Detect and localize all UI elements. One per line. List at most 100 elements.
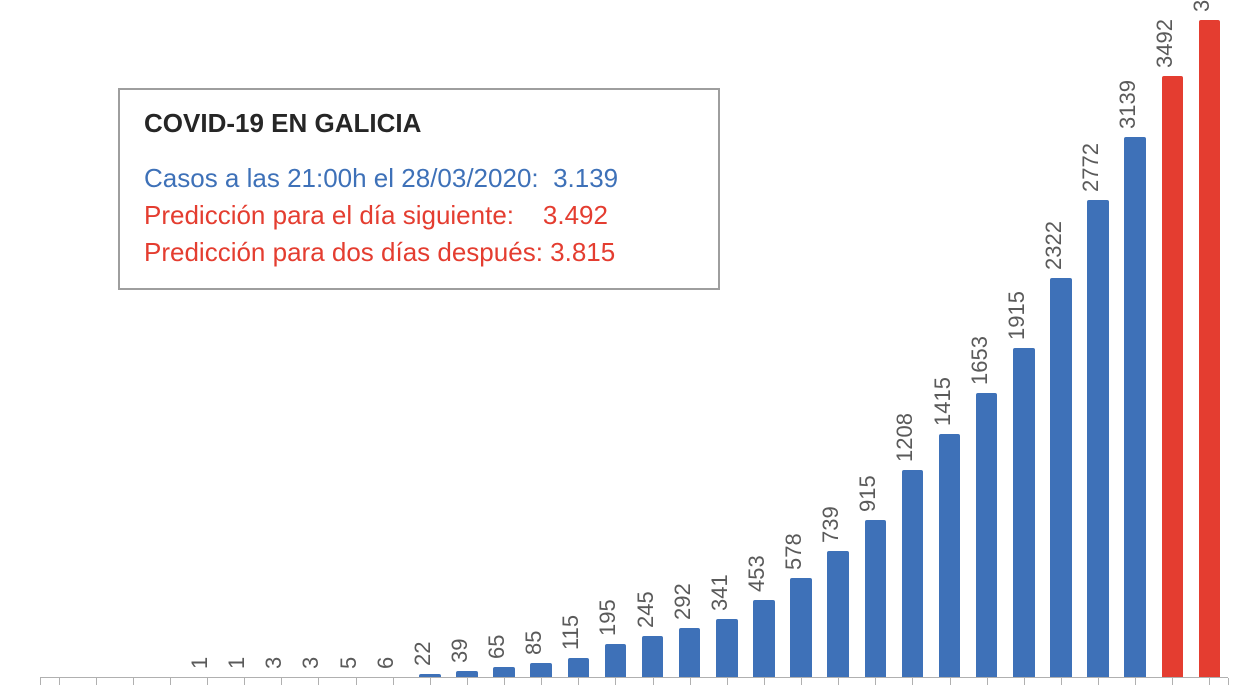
bar-slot-empty (40, 20, 77, 678)
axis-tick (244, 678, 245, 685)
axis-tick (1209, 678, 1210, 685)
bar-value-label: 3815 (1189, 0, 1215, 12)
axis-tick (1061, 678, 1062, 685)
axis-tick (653, 678, 654, 685)
info-box-title: COVID-19 EN GALICIA (144, 108, 694, 139)
bar (753, 600, 775, 678)
chart-container: 1133562239658511519524529234145357873991… (0, 0, 1248, 698)
axis-tick (430, 678, 431, 685)
bar-value-label: 578 (781, 534, 807, 571)
bar-slot-empty (77, 20, 114, 678)
axis-tick (875, 678, 876, 685)
bar (865, 520, 887, 678)
bar (827, 551, 849, 678)
axis-tick (1098, 678, 1099, 685)
axis-tick (1172, 678, 1173, 685)
axis-tick (764, 678, 765, 685)
bar (605, 644, 627, 678)
axis-tick (467, 678, 468, 685)
bar-value-label: 292 (670, 583, 696, 620)
bar (1050, 278, 1072, 678)
bar-slot: 578 (783, 20, 820, 678)
bar (939, 434, 961, 678)
axis-tick (356, 678, 357, 685)
bar-value-label: 3139 (1115, 80, 1141, 129)
bar (976, 393, 998, 678)
axis-tick (59, 678, 60, 685)
info-box-line: Predicción para el día siguiente: 3.492 (144, 200, 694, 231)
axis-tick (541, 678, 542, 685)
bar-value-label: 1653 (967, 336, 993, 385)
axis-tick (170, 678, 171, 685)
bar (568, 658, 590, 678)
axis-tick (1135, 678, 1136, 685)
axis-tick (40, 678, 41, 685)
axis-tick (838, 678, 839, 685)
bar (679, 628, 701, 678)
bar-slot: 2322 (1042, 20, 1079, 678)
bar-value-label: 1415 (930, 377, 956, 426)
axis-tick (987, 678, 988, 685)
axis-tick (801, 678, 802, 685)
axis-tick (393, 678, 394, 685)
bar-value-label: 3 (298, 657, 324, 669)
bar-value-label: 3 (261, 657, 287, 669)
bar-value-label: 22 (410, 642, 436, 666)
axis-tick (1228, 678, 1229, 685)
axis-tick (281, 678, 282, 685)
bar-value-label: 1208 (892, 413, 918, 462)
bar-value-label: 2322 (1041, 221, 1067, 270)
x-axis-line (40, 677, 1228, 678)
bar-value-label: 195 (595, 600, 621, 637)
bar-value-label: 115 (558, 615, 584, 650)
bar-slot: 1653 (968, 20, 1005, 678)
bar (716, 619, 738, 678)
bar-slot: 1915 (1005, 20, 1042, 678)
bar-slot: 3139 (1117, 20, 1154, 678)
bar-value-label: 5 (336, 657, 362, 669)
bar-value-label: 341 (707, 574, 733, 611)
bar-value-label: 1 (187, 657, 213, 669)
bar-value-label: 915 (855, 475, 881, 512)
axis-tick (578, 678, 579, 685)
bar-slot: 3492 (1154, 20, 1191, 678)
info-box: COVID-19 EN GALICIA Casos a las 21:00h e… (118, 88, 720, 290)
bar (1124, 137, 1146, 678)
bar-slot: 453 (745, 20, 782, 678)
axis-tick (96, 678, 97, 685)
bar (790, 578, 812, 678)
bar (902, 470, 924, 678)
bar-value-label: 1 (224, 657, 250, 669)
axis-tick (133, 678, 134, 685)
info-box-line: Predicción para dos días después: 3.815 (144, 237, 694, 268)
bar (1087, 200, 1109, 678)
bar-value-label: 3492 (1152, 19, 1178, 68)
axis-tick (727, 678, 728, 685)
axis-tick (318, 678, 319, 685)
axis-tick (504, 678, 505, 685)
info-box-lines: Casos a las 21:00h el 28/03/2020: 3.139 P… (144, 163, 694, 268)
bar (530, 663, 552, 678)
bar-slot: 915 (857, 20, 894, 678)
bar-value-label: 453 (744, 555, 770, 592)
info-box-line: Casos a las 21:00h el 28/03/2020: 3.139 (144, 163, 694, 194)
bar-value-label: 739 (818, 506, 844, 543)
axis-tick (912, 678, 913, 685)
bar-slot: 3815 (1191, 20, 1228, 678)
axis-tick (207, 678, 208, 685)
bar (1162, 76, 1184, 678)
bar-value-label: 85 (521, 631, 547, 655)
bar-value-label: 1915 (1004, 291, 1030, 340)
bar-value-label: 65 (484, 634, 510, 658)
axis-tick (615, 678, 616, 685)
bar-value-label: 39 (447, 639, 473, 663)
axis-tick (1024, 678, 1025, 685)
bar-value-label: 245 (633, 591, 659, 628)
bar (642, 636, 664, 678)
bar-slot: 1208 (894, 20, 931, 678)
bar-slot: 2772 (1080, 20, 1117, 678)
bar (1199, 20, 1221, 678)
bar-value-label: 6 (373, 657, 399, 669)
bar-slot: 739 (820, 20, 857, 678)
bar (1013, 348, 1035, 678)
